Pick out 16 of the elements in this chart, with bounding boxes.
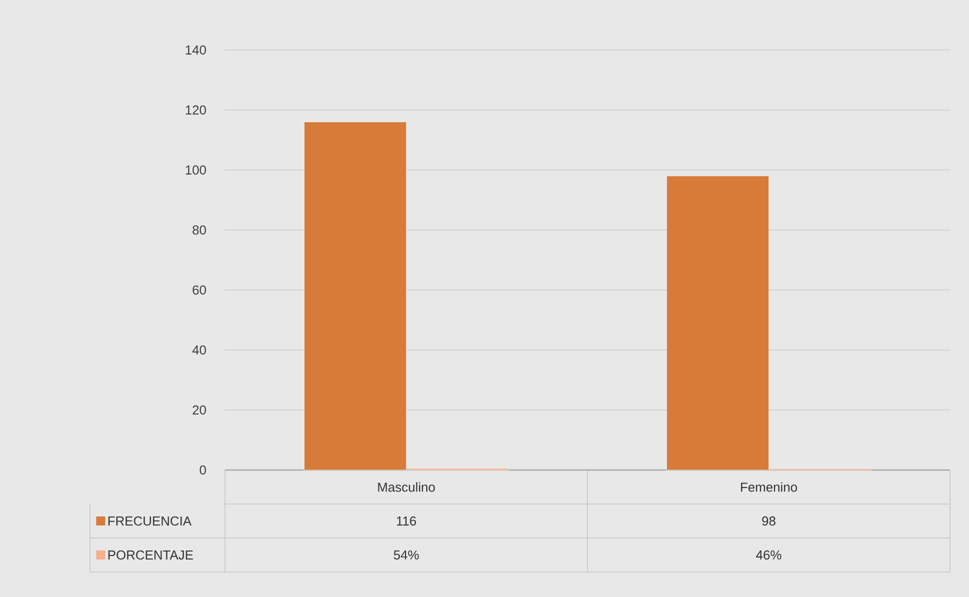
y-tick-label: 20 <box>192 405 206 415</box>
data-label: 54% <box>394 550 419 560</box>
data-label: 116 <box>396 516 416 526</box>
legend-label: FRECUENCIA <box>108 516 192 526</box>
y-tick-label: 80 <box>192 225 206 235</box>
legend-label: PORCENTAJE <box>108 550 193 560</box>
y-tick-label: 0 <box>200 465 206 475</box>
y-tick-label: 120 <box>186 105 206 115</box>
data-label: 98 <box>762 516 776 526</box>
data-label: 46% <box>756 550 782 560</box>
y-tick-label: 60 <box>192 285 206 295</box>
x-tick-label: Femenino <box>741 482 797 492</box>
y-tick-label: 100 <box>186 165 206 175</box>
y-tick-label: 40 <box>192 345 206 355</box>
y-tick-label: 140 <box>186 45 206 55</box>
x-tick-label: Masculino <box>378 482 435 492</box>
